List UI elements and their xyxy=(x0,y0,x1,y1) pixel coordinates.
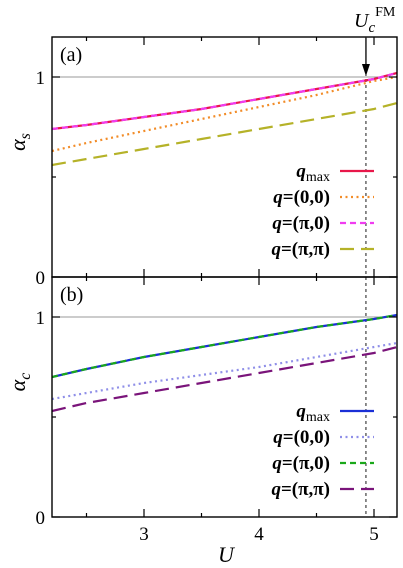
x-tick-label: 5 xyxy=(369,524,379,545)
legend-item: q=(π,π) xyxy=(271,239,374,260)
legend-label: q=(0,0) xyxy=(273,187,330,208)
series-line-q-max xyxy=(52,71,397,131)
legend-item: qmax xyxy=(296,401,374,425)
legend-item: q=(0,0) xyxy=(273,187,374,208)
critical-u-label: UcFM xyxy=(354,5,396,36)
series-group xyxy=(52,313,397,413)
legend-label: q=(π,π) xyxy=(271,479,330,500)
series-line-q- xyxy=(52,345,397,413)
x-axis-label: U xyxy=(218,542,236,567)
series-line-q-0- xyxy=(52,313,397,379)
legend-item: qmax xyxy=(296,161,374,185)
series-group xyxy=(52,71,397,167)
legend-item: q=(π,0) xyxy=(272,453,374,474)
arrow-head xyxy=(361,64,370,76)
series-line-q-0- xyxy=(52,71,397,131)
series-line-q- xyxy=(52,101,397,167)
y-axis-label: αs xyxy=(5,133,34,151)
legend-item: q=(0,0) xyxy=(273,427,374,448)
y-tick-label: 1 xyxy=(36,68,46,89)
series-line-q-max xyxy=(52,313,397,379)
x-tick-label: 3 xyxy=(139,524,149,545)
panel-label: (b) xyxy=(60,284,83,306)
y-tick-label: 0 xyxy=(36,508,46,529)
legend-item: q=(π,0) xyxy=(272,213,374,234)
legend-label: q=(π,π) xyxy=(271,239,330,260)
panel-label: (a) xyxy=(60,44,82,66)
legend-label: q=(π,0) xyxy=(272,213,330,234)
y-tick-label: 0 xyxy=(36,268,46,289)
y-tick-label: 1 xyxy=(36,308,46,329)
legend-label: q=(0,0) xyxy=(273,427,330,448)
y-axis-label: αc xyxy=(5,373,34,392)
legend-label: qmax xyxy=(296,161,330,185)
series-line-q-0-0- xyxy=(52,341,397,401)
x-tick-label: 4 xyxy=(254,524,264,545)
plot-frame xyxy=(51,276,398,518)
series-line-q-0-0- xyxy=(52,75,397,153)
legend-label: qmax xyxy=(296,401,330,425)
legend-item: q=(π,π) xyxy=(271,479,374,500)
legend-label: q=(π,0) xyxy=(272,453,330,474)
